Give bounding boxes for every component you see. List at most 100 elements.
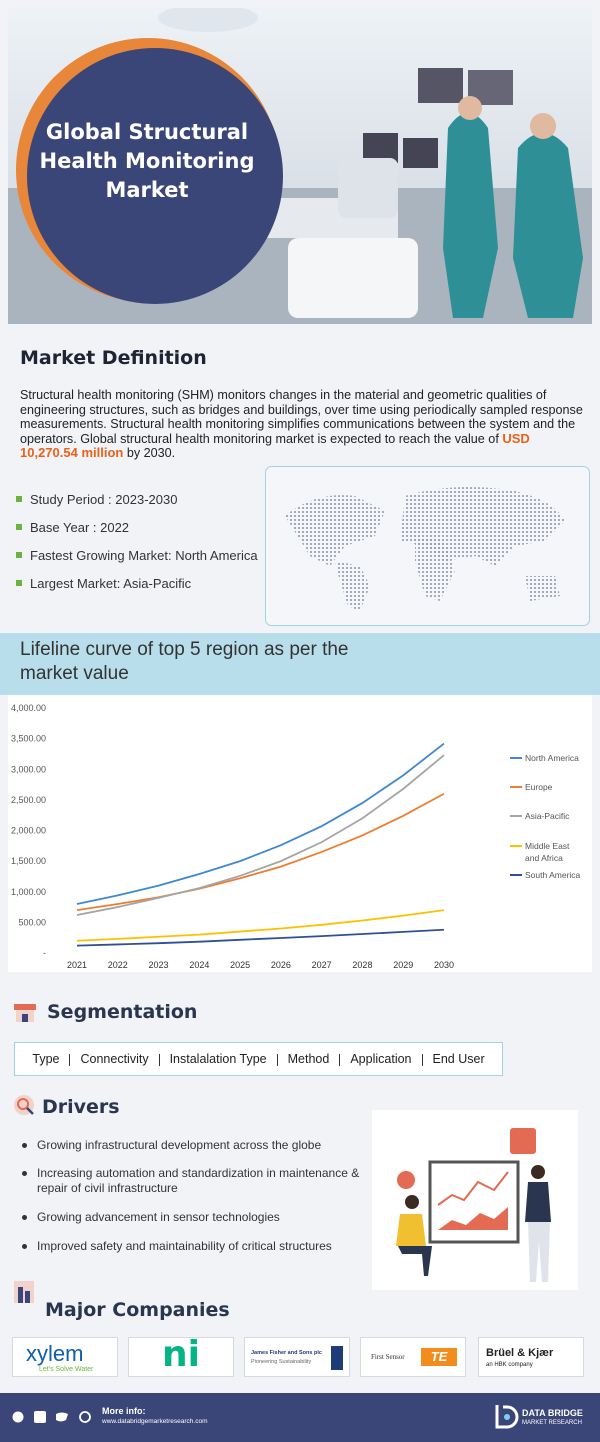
legend-swatch (510, 786, 522, 788)
footer-url[interactable]: www.databridgemarketresearch.com (102, 1418, 208, 1425)
header-image (8, 8, 592, 324)
legend-label: South America (525, 870, 581, 880)
x-tick-label: 2027 (312, 960, 332, 970)
x-tick-label: 2022 (108, 960, 128, 970)
x-tick-label: 2025 (230, 960, 250, 970)
y-tick-label: - (43, 948, 46, 958)
series-line (76, 909, 445, 942)
legend-swatch (510, 874, 522, 876)
company-logo: Brüel & Kjær an HBK company (478, 1337, 584, 1377)
brand-name: DATA BRIDGE (522, 1408, 583, 1418)
companies-heading: Major Companies (45, 1299, 230, 1321)
segment: Application (350, 1052, 412, 1066)
y-tick-label: 4,000.00 (11, 703, 46, 713)
social-icon[interactable] (34, 1411, 46, 1423)
logo-tagline: TE (421, 1348, 457, 1366)
x-tick-label: 2024 (189, 960, 209, 970)
x-tick-label: 2023 (149, 960, 169, 970)
logo-tagline: Pioneering Sustainability (251, 1359, 312, 1365)
world-map (265, 466, 590, 626)
logo-name: ni (162, 1334, 200, 1375)
footer (0, 1393, 600, 1442)
y-tick-label: 3,500.00 (11, 734, 46, 744)
segment: End User (432, 1052, 485, 1066)
legend-swatch (510, 845, 522, 847)
definition-highlight: USD 10,270.54 million (20, 430, 530, 461)
driver: Improved safety and maintainability of c… (22, 1239, 367, 1254)
fact: Study Period : 2023-2030 (16, 492, 177, 507)
x-tick-label: 2021 (67, 960, 87, 970)
social-icon[interactable] (79, 1411, 91, 1423)
x-tick-label: 2026 (271, 960, 291, 970)
x-tick-label: 2028 (352, 960, 372, 970)
brand-logo (495, 1405, 519, 1429)
definition-end: by 2030. (126, 446, 176, 461)
companies-icon (14, 1281, 34, 1303)
y-tick-label: 2,500.00 (11, 795, 46, 805)
logo-name: xylem (26, 1341, 84, 1366)
header-title: Global Structural Health Monitoring Mark… (39, 120, 255, 202)
separator (69, 1054, 71, 1066)
legend-item: Asia-Pacific (510, 810, 585, 822)
legend-item: Europe (510, 781, 585, 793)
segment: Connectivity (80, 1052, 149, 1066)
legend-label: Europe (525, 782, 553, 792)
legend-swatch (510, 757, 522, 759)
separator (339, 1054, 341, 1066)
segment: Method (287, 1052, 330, 1066)
y-tick-label: 1,000.00 (11, 887, 46, 897)
definition-heading: Market Definition (20, 347, 207, 369)
y-tick-label: 3,000.00 (11, 764, 46, 774)
fact: Base Year : 2022 (16, 520, 129, 535)
separator (421, 1054, 423, 1066)
drivers-icon (14, 1095, 34, 1115)
fact: Largest Market: Asia-Pacific (16, 576, 191, 591)
y-tick-label: 500.00 (18, 917, 46, 927)
separator (276, 1054, 278, 1066)
social-icons (12, 1411, 91, 1423)
definition-body: Structural health monitoring (SHM) monit… (20, 388, 583, 446)
y-tick-label: 1,500.00 (11, 856, 46, 866)
drivers-illustration (372, 1110, 578, 1290)
legend-item: South America (510, 869, 585, 881)
drivers-heading: Drivers (42, 1096, 120, 1118)
segmentation-icon (14, 1004, 36, 1022)
logo-name: James Fisher and Sons plc (251, 1350, 322, 1356)
series-line (76, 792, 445, 912)
x-tick-label: 2029 (393, 960, 413, 970)
chart-heading: Lifeline curve of top 5 region as per th… (20, 639, 349, 684)
segment: Instalalation Type (169, 1052, 267, 1066)
company-logo: First Sensor TE (360, 1337, 466, 1377)
brand-sub: MARKET RESEARCH (522, 1420, 582, 1426)
series-line (76, 928, 445, 947)
separator (158, 1054, 160, 1066)
social-icon[interactable] (56, 1412, 68, 1422)
company-logo: James Fisher and Sons plc Pioneering Sus… (244, 1337, 350, 1377)
legend-label: Asia-Pacific (525, 811, 570, 821)
x-tick-label: 2030 (434, 960, 454, 970)
driver: Growing advancement in sensor technologi… (22, 1210, 367, 1225)
y-tick-label: 2,000.00 (11, 826, 46, 836)
legend-swatch (510, 815, 522, 817)
driver: Growing infrastructural development acro… (22, 1138, 367, 1153)
fact: Fastest Growing Market: North America (16, 548, 258, 563)
company-logo: xylem Let's Solve Water (12, 1337, 118, 1377)
legend-label: Middle East and Africa (525, 841, 570, 863)
company-logo: ni (128, 1334, 234, 1377)
legend-item: North America (510, 752, 585, 764)
social-icon[interactable] (12, 1411, 24, 1423)
chart: - 500.00 1,000.00 1,500.00 2,000.00 2,500.00 3… (8, 695, 592, 972)
segmentation-heading: Segmentation (47, 1001, 198, 1023)
legend-label: North America (525, 753, 579, 763)
logo-tagline: Let's Solve Water (39, 1366, 94, 1373)
definition-text: Structural health monitoring (SHM) monit… (20, 388, 585, 461)
driver: Increasing automation and standardizatio… (22, 1166, 367, 1196)
logo-name: Brüel & Kjær (486, 1347, 554, 1359)
segmentation-items: Type Connectivity Instalalation Type Method… (14, 1052, 503, 1066)
logo-mark (331, 1346, 343, 1370)
series-line (76, 754, 445, 916)
footer-label: More info: (102, 1406, 146, 1416)
logo-tagline: an HBK company (486, 1362, 533, 1368)
series-line (76, 742, 445, 905)
